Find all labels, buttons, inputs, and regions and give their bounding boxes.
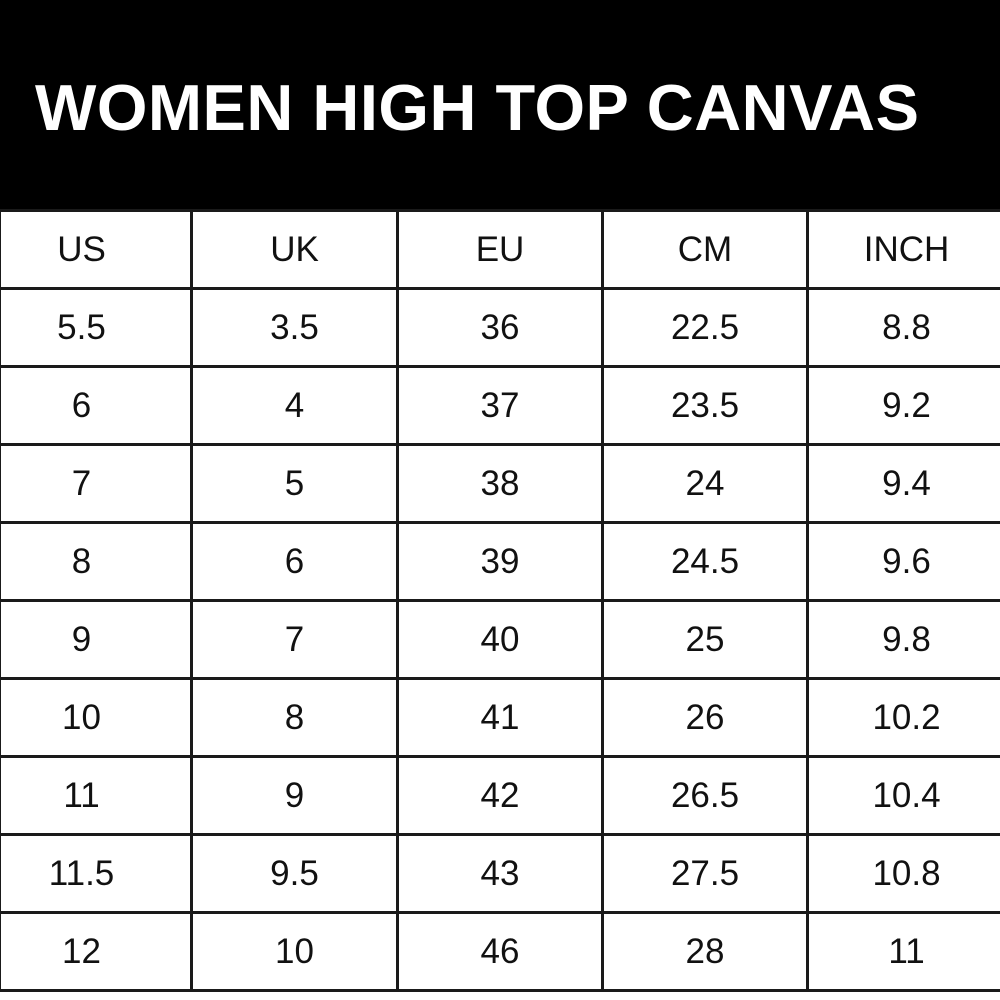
cell-eu: 36 (396, 287, 604, 368)
cell-uk: 3.5 (190, 287, 399, 368)
cell-eu: 42 (396, 755, 604, 836)
cell-us: 11 (0, 755, 193, 836)
table-row: 11 9 42 26.5 10.4 (0, 755, 1000, 836)
cell-uk: 6 (190, 521, 399, 602)
cell-uk: 9 (190, 755, 399, 836)
cell-eu: 41 (396, 677, 604, 758)
table-row: 9 7 40 25 9.8 (0, 599, 1000, 680)
cell-inch: 10.2 (806, 677, 1000, 758)
cell-uk: 4 (190, 365, 399, 446)
column-header-uk: UK (190, 209, 399, 290)
cell-us: 5.5 (0, 287, 193, 368)
cell-us: 9 (0, 599, 193, 680)
cell-cm: 26 (601, 677, 809, 758)
table-row: 5.5 3.5 36 22.5 8.8 (0, 287, 1000, 368)
chart-title: WOMEN HIGH TOP CANVAS (35, 71, 920, 144)
cell-eu: 40 (396, 599, 604, 680)
column-header-us: US (0, 209, 193, 290)
cell-cm: 25 (601, 599, 809, 680)
table-row: 7 5 38 24 9.4 (0, 443, 1000, 524)
column-header-inch: INCH (806, 209, 1000, 290)
cell-us: 8 (0, 521, 193, 602)
cell-cm: 28 (601, 911, 809, 992)
cell-eu: 43 (396, 833, 604, 914)
cell-uk: 5 (190, 443, 399, 524)
cell-inch: 10.4 (806, 755, 1000, 836)
table-row: 8 6 39 24.5 9.6 (0, 521, 1000, 602)
cell-eu: 39 (396, 521, 604, 602)
cell-uk: 10 (190, 911, 399, 992)
cell-us: 6 (0, 365, 193, 446)
cell-us: 12 (0, 911, 193, 992)
cell-eu: 46 (396, 911, 604, 992)
header-row: US UK EU CM INCH (0, 209, 1000, 290)
cell-inch: 10.8 (806, 833, 1000, 914)
cell-inch: 8.8 (806, 287, 1000, 368)
column-header-cm: CM (601, 209, 809, 290)
cell-uk: 8 (190, 677, 399, 758)
cell-us: 11.5 (0, 833, 193, 914)
cell-us: 10 (0, 677, 193, 758)
cell-cm: 22.5 (601, 287, 809, 368)
cell-uk: 9.5 (190, 833, 399, 914)
cell-inch: 9.8 (806, 599, 1000, 680)
cell-inch: 9.4 (806, 443, 1000, 524)
cell-uk: 7 (190, 599, 399, 680)
cell-inch: 9.6 (806, 521, 1000, 602)
cell-eu: 37 (396, 365, 604, 446)
table-row: 10 8 41 26 10.2 (0, 677, 1000, 758)
cell-cm: 23.5 (601, 365, 809, 446)
cell-inch: 11 (806, 911, 1000, 992)
title-banner: WOMEN HIGH TOP CANVAS (0, 0, 1000, 210)
cell-cm: 27.5 (601, 833, 809, 914)
cell-us: 7 (0, 443, 193, 524)
cell-inch: 9.2 (806, 365, 1000, 446)
cell-cm: 26.5 (601, 755, 809, 836)
table-row: 6 4 37 23.5 9.2 (0, 365, 1000, 446)
cell-cm: 24.5 (601, 521, 809, 602)
column-header-eu: EU (396, 209, 604, 290)
size-table: US UK EU CM INCH 5.5 3.5 36 22.5 8.8 6 4 37 23.5 9.2 7 5… (0, 209, 1000, 992)
cell-cm: 24 (601, 443, 809, 524)
table-row: 12 10 46 28 11 (0, 911, 1000, 992)
table-row: 11.5 9.5 43 27.5 10.8 (0, 833, 1000, 914)
cell-eu: 38 (396, 443, 604, 524)
